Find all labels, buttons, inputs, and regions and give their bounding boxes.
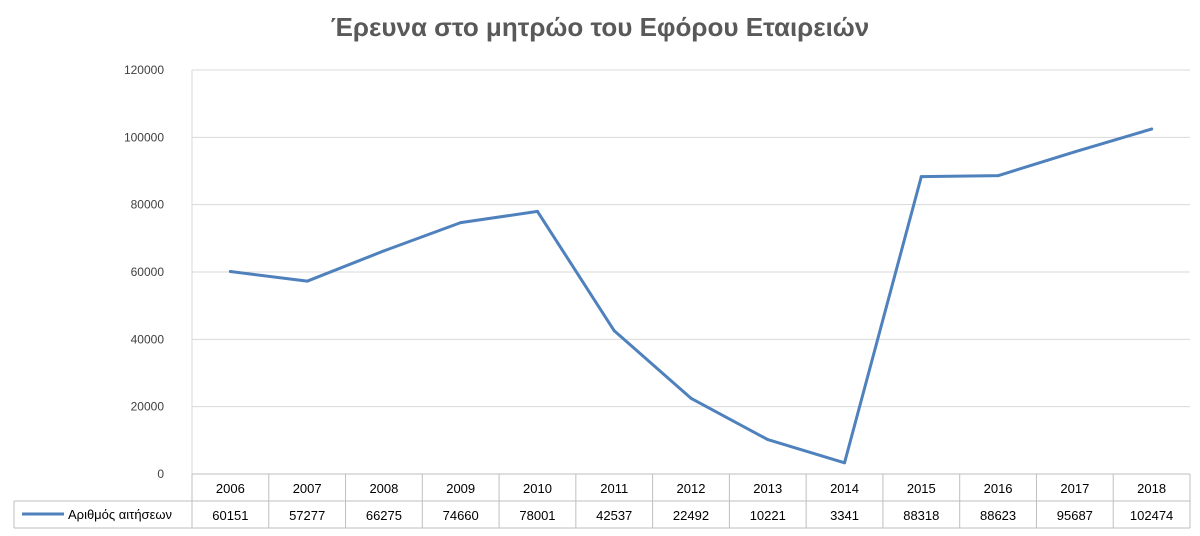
data-table-value: 102474 [1130, 508, 1173, 523]
series-line [228, 127, 1154, 465]
x-category-label: 2015 [907, 481, 936, 496]
data-table-value: 60151 [212, 508, 248, 523]
data-point [1073, 150, 1077, 154]
data-table-value: 3341 [830, 508, 859, 523]
x-category-label: 2016 [984, 481, 1013, 496]
y-tick-label: 40000 [131, 332, 165, 346]
data-point [766, 438, 770, 442]
y-tick-label: 80000 [131, 198, 165, 212]
data-point [459, 221, 463, 225]
x-category-label: 2012 [677, 481, 706, 496]
y-tick-label: 20000 [131, 400, 165, 414]
x-category-label: 2013 [753, 481, 782, 496]
data-point [1150, 127, 1154, 131]
data-table-value: 10221 [750, 508, 786, 523]
gridlines [191, 69, 1190, 474]
series-line-path [228, 127, 1154, 465]
x-category-label: 2011 [600, 481, 628, 496]
data-point [228, 269, 232, 273]
data-point [612, 329, 616, 333]
data-table: 2006 2007 2008 2009 2010 2011 2012 2013 2014 2015… [13, 473, 1191, 529]
data-table-value: 78001 [519, 508, 555, 523]
y-tick-label: 100000 [124, 130, 164, 144]
x-category-label: 2018 [1137, 481, 1166, 496]
data-table-value: 74660 [443, 508, 479, 523]
data-table-value: 66275 [366, 508, 402, 523]
data-table-value: 57277 [289, 508, 325, 523]
x-category-label: 2009 [446, 481, 475, 496]
y-tick-label: 120000 [124, 63, 164, 77]
data-point [689, 396, 693, 400]
data-point [996, 174, 1000, 178]
data-table-value: 42537 [596, 508, 632, 523]
x-category-label: 2010 [523, 481, 552, 496]
data-point [919, 175, 923, 179]
y-tick-label: 0 [157, 467, 164, 481]
x-category-label: 2014 [830, 481, 859, 496]
x-category-label: 2007 [293, 481, 322, 496]
data-table-value: 95687 [1057, 508, 1093, 523]
data-point [382, 249, 386, 253]
y-axis-ticks: 0 20000 40000 60000 80000 100000 120000 [124, 63, 164, 481]
x-category-label: 2006 [216, 481, 245, 496]
chart-title: Έρευνα στο μητρώο του Εφόρου Εταιρειών [330, 12, 870, 42]
data-point [843, 461, 847, 465]
data-table-value: 88318 [903, 508, 939, 523]
y-tick-label: 60000 [131, 265, 165, 279]
data-point [305, 279, 309, 283]
data-point [535, 209, 539, 213]
data-table-value: 88623 [980, 508, 1016, 523]
data-table-value: 22492 [673, 508, 709, 523]
legend-series-name: Αριθμός αιτήσεων [68, 507, 172, 522]
x-category-label: 2008 [369, 481, 398, 496]
x-category-label: 2017 [1060, 481, 1089, 496]
